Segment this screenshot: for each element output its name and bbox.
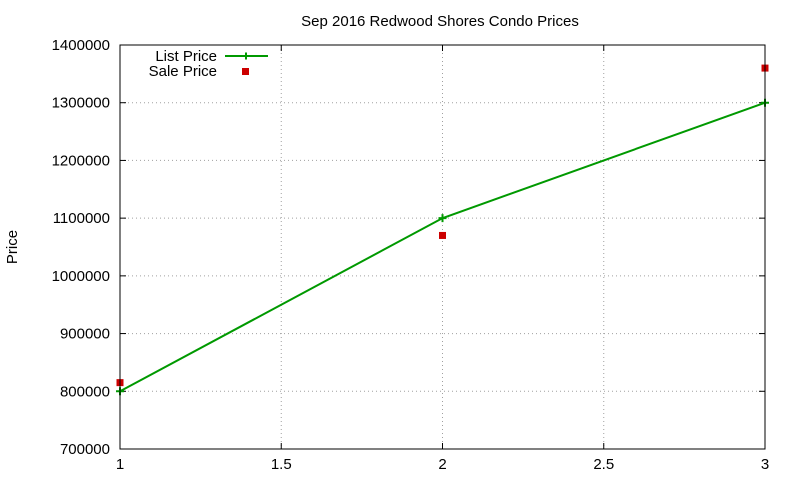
legend-marker-list-price <box>242 52 250 60</box>
y-tick-label: 1200000 <box>52 152 110 169</box>
grid <box>120 45 765 449</box>
x-tick-label: 2 <box>438 456 446 473</box>
y-tick-label: 1100000 <box>53 210 110 227</box>
y-tick-label: 700000 <box>60 441 110 458</box>
legend-label-sale-price: Sale Price <box>149 63 217 80</box>
legend-marker-sale-price <box>242 68 249 75</box>
plot-frame <box>119 44 766 450</box>
legend-label-list-price: List Price <box>155 48 217 65</box>
x-tick-label: 2.5 <box>593 456 614 473</box>
y-tick-label: 1300000 <box>52 95 110 112</box>
y-tick-label: 1000000 <box>52 268 110 285</box>
y-tick-label: 1400000 <box>52 37 110 54</box>
x-tick-label: 3 <box>761 456 769 473</box>
list-price-point <box>438 214 447 223</box>
x-tick-label: 1 <box>116 456 124 473</box>
chart-title: Sep 2016 Redwood Shores Condo Prices <box>301 13 579 30</box>
sale-price-point <box>439 231 446 239</box>
legend: List Price Sale Price <box>149 48 268 80</box>
y-tick-label: 900000 <box>60 326 110 343</box>
y-tick-label: 800000 <box>60 383 110 400</box>
x-tick-label: 1.5 <box>271 456 292 473</box>
axes: 1 1.5 2 2.5 3 700000 800000 900000 1000000 110000… <box>52 37 770 473</box>
y-axis-label: Price <box>4 230 21 264</box>
